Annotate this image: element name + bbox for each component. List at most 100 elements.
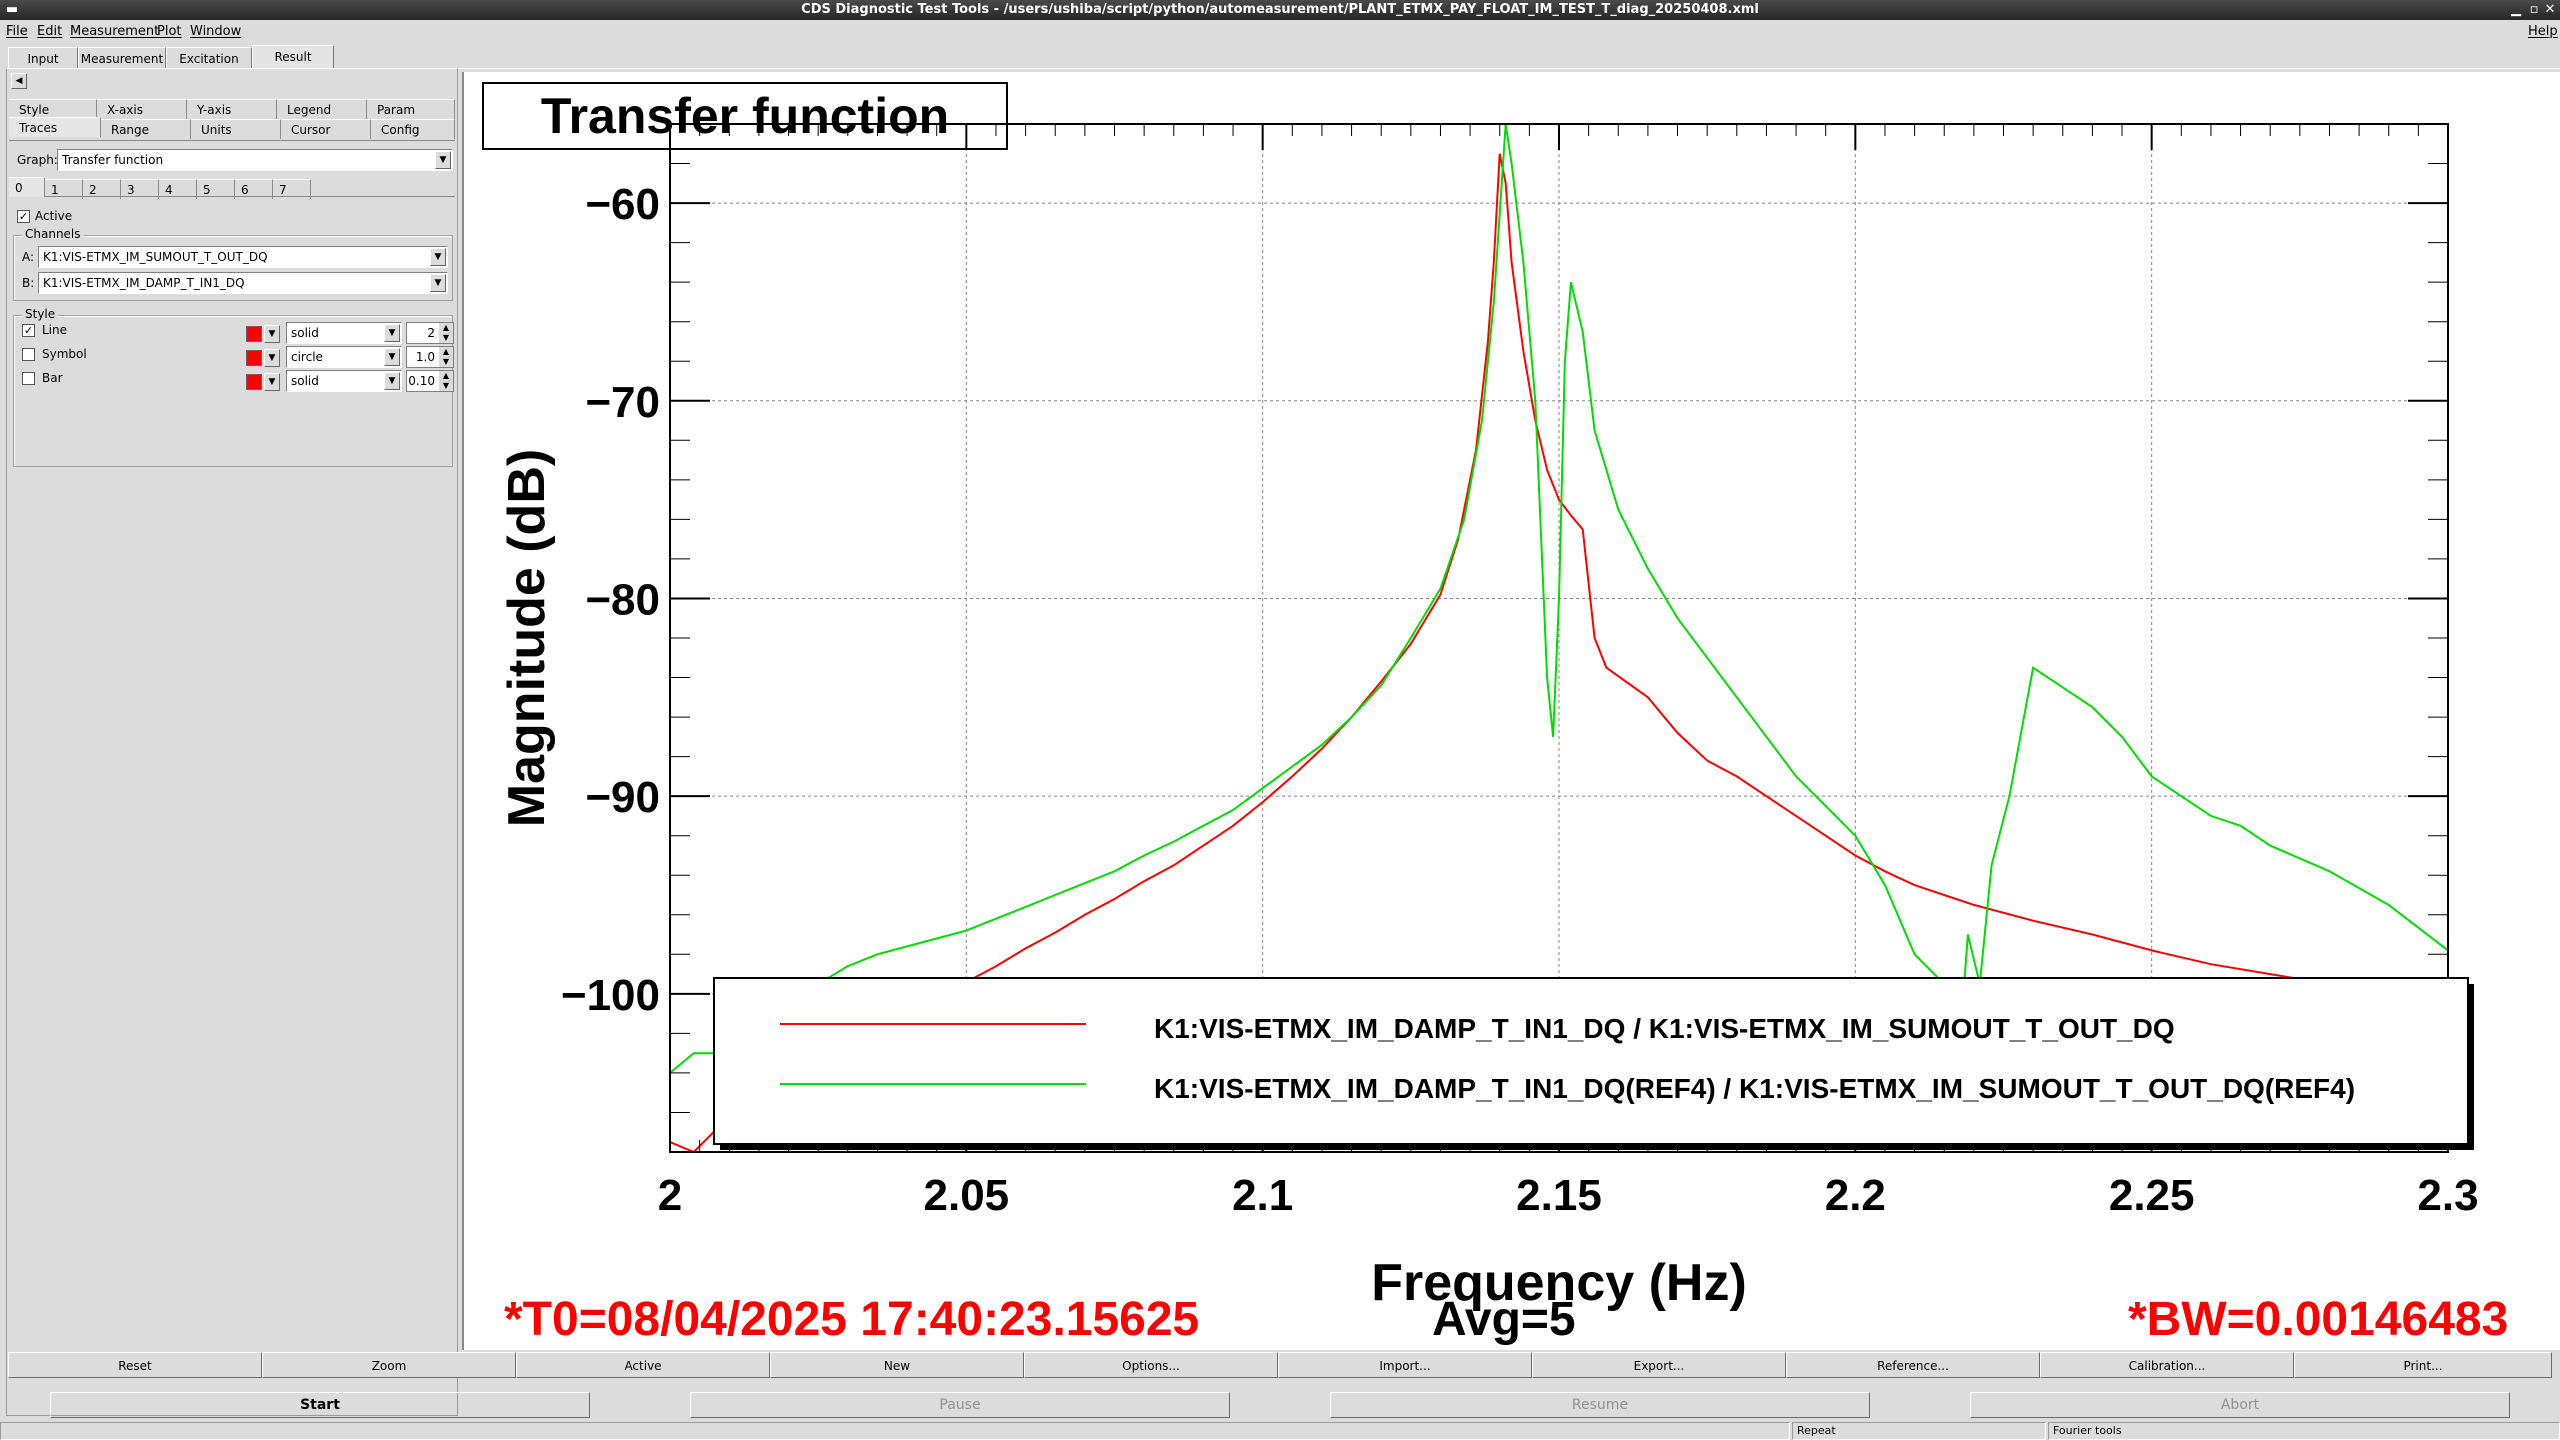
tab-traces[interactable]: Traces — [9, 117, 101, 137]
chevron-down-icon[interactable]: ▼ — [384, 348, 400, 366]
bar-size-spinner[interactable]: 0.10 ▲ ▼ — [406, 370, 454, 392]
tab-cursor[interactable]: Cursor — [281, 119, 371, 139]
spin-down-icon[interactable]: ▼ — [439, 333, 453, 343]
chevron-down-icon[interactable]: ▼ — [384, 372, 400, 390]
calibration-button[interactable]: Calibration... — [2040, 1352, 2294, 1378]
pause-button[interactable]: Pause — [690, 1392, 1230, 1418]
channel-b-select[interactable]: K1:VIS-ETMX_IM_DAMP_T_IN1_DQ ▼ — [38, 272, 448, 294]
line-color-swatch[interactable] — [246, 326, 262, 342]
plot-title: Transfer function — [482, 82, 1008, 150]
chevron-down-icon[interactable]: ▼ — [384, 324, 400, 342]
menu-file[interactable]: File — [6, 24, 28, 39]
tab-config[interactable]: Config — [371, 119, 455, 139]
trace-tab-4[interactable]: 4 — [159, 179, 197, 199]
y-tick-label: −60 — [585, 180, 660, 229]
spin-down-icon[interactable]: ▼ — [439, 381, 453, 391]
style-group-label: Style — [22, 307, 59, 321]
menu-edit[interactable]: Edit — [37, 24, 63, 39]
spin-up-icon[interactable]: ▲ — [439, 347, 453, 357]
graph-select-value: Transfer function — [62, 153, 164, 167]
trace-tab-0[interactable]: 0 — [9, 177, 45, 197]
legend-label-0: K1:VIS-ETMX_IM_DAMP_T_IN1_DQ / K1:VIS-ET… — [1154, 1013, 2175, 1044]
line-width-spinner[interactable]: 2 ▲ ▼ — [406, 322, 454, 344]
new-button[interactable]: New — [770, 1352, 1024, 1378]
bar-checkbox[interactable] — [22, 372, 35, 385]
chevron-down-icon[interactable]: ▼ — [264, 373, 280, 391]
options-button[interactable]: Options... — [1024, 1352, 1278, 1378]
window-menu-icon[interactable]: ▬ — [5, 2, 19, 17]
menu-window[interactable]: Window — [190, 24, 242, 39]
line-checkbox[interactable]: ✓ — [22, 324, 35, 337]
resume-button[interactable]: Resume — [1330, 1392, 1870, 1418]
maximize-icon[interactable]: ▫ — [2529, 2, 2539, 17]
tab-input[interactable]: Input — [8, 47, 78, 69]
channel-b-label: B: — [22, 276, 35, 290]
tab-measurement[interactable]: Measurement — [78, 47, 166, 69]
abort-button[interactable]: Abort — [1970, 1392, 2510, 1418]
chevron-down-icon[interactable]: ▼ — [264, 349, 280, 367]
trace-tab-6[interactable]: 6 — [235, 179, 273, 199]
chevron-down-icon[interactable]: ▼ — [430, 274, 446, 292]
chevron-down-icon[interactable]: ▼ — [435, 151, 451, 169]
symbol-checkbox[interactable] — [22, 348, 35, 361]
symbol-type-value: circle — [291, 350, 323, 364]
plot-panel[interactable]: Transfer function 2 2.05 2.1 2.15 2.2 2.25 2.3… — [462, 72, 2560, 1350]
x-tick-label: 2.25 — [2109, 1171, 2195, 1220]
collapse-arrow-icon[interactable]: ◀ — [11, 73, 27, 89]
menu-measurement[interactable]: Measurement — [70, 24, 160, 39]
spin-down-icon[interactable]: ▼ — [439, 357, 453, 367]
spin-up-icon[interactable]: ▲ — [439, 323, 453, 333]
symbol-size-spinner[interactable]: 1.0 ▲ ▼ — [406, 346, 454, 368]
line-width-value: 2 — [427, 326, 435, 340]
settings-tabs: Style X-axis Y-axis Legend Param Traces … — [9, 99, 455, 141]
trace-tab-5[interactable]: 5 — [197, 179, 235, 199]
reset-button[interactable]: Reset — [8, 1352, 262, 1378]
tab-legend[interactable]: Legend — [277, 99, 367, 119]
symbol-size-value: 1.0 — [415, 350, 435, 364]
active-checkbox[interactable]: ✓ — [17, 210, 30, 223]
tab-x-axis[interactable]: X-axis — [97, 99, 187, 119]
zoom-button[interactable]: Zoom — [262, 1352, 516, 1378]
bar-color-swatch[interactable] — [246, 374, 262, 390]
tab-units[interactable]: Units — [191, 119, 281, 139]
window-title: CDS Diagnostic Test Tools - /users/ushib… — [801, 2, 1759, 17]
chevron-down-icon[interactable]: ▼ — [430, 248, 446, 266]
symbol-type-select[interactable]: circle ▼ — [286, 346, 402, 368]
trace-tab-2[interactable]: 2 — [83, 179, 121, 199]
active-button[interactable]: Active — [516, 1352, 770, 1378]
tick-labels: 2 2.05 2.1 2.15 2.2 2.25 2.3 −60 −70 −80 −90 −100 — [561, 180, 2479, 1220]
series-line-1 — [670, 124, 2448, 1074]
tab-style[interactable]: Style — [9, 99, 97, 119]
reference-button[interactable]: Reference... — [1786, 1352, 2040, 1378]
status-main — [0, 1422, 1790, 1440]
tab-param[interactable]: Param — [367, 99, 455, 119]
menu-plot[interactable]: Plot — [157, 24, 182, 39]
bw-label: *BW=0.00146483 — [2128, 1293, 2509, 1346]
import-button[interactable]: Import... — [1278, 1352, 1532, 1378]
tab-result[interactable]: Result — [252, 45, 334, 69]
tab-y-axis[interactable]: Y-axis — [187, 99, 277, 119]
minimize-icon[interactable]: ▁ — [2511, 2, 2521, 17]
trace-tab-3[interactable]: 3 — [121, 179, 159, 199]
channel-a-label: A: — [22, 250, 35, 264]
channel-a-select[interactable]: K1:VIS-ETMX_IM_SUMOUT_T_OUT_DQ ▼ — [38, 246, 448, 268]
menu-help[interactable]: Help — [2528, 24, 2558, 39]
x-tick-label: 2.3 — [2417, 1171, 2478, 1220]
line-type-select[interactable]: solid ▼ — [286, 322, 402, 344]
bar-type-select[interactable]: solid ▼ — [286, 370, 402, 392]
export-button[interactable]: Export... — [1532, 1352, 1786, 1378]
close-icon[interactable]: ✕ — [2544, 2, 2556, 17]
symbol-color-swatch[interactable] — [246, 350, 262, 366]
trace-tab-7[interactable]: 7 — [273, 179, 311, 199]
tab-excitation[interactable]: Excitation — [166, 47, 252, 69]
chevron-down-icon[interactable]: ▼ — [264, 325, 280, 343]
y-tick-label: −70 — [585, 378, 660, 427]
trace-tab-1[interactable]: 1 — [45, 179, 83, 199]
spin-up-icon[interactable]: ▲ — [439, 371, 453, 381]
tab-range[interactable]: Range — [101, 119, 191, 139]
start-button[interactable]: Start — [50, 1392, 590, 1418]
transfer-function-chart[interactable]: 2 2.05 2.1 2.15 2.2 2.25 2.3 −60 −70 −80 −90 −100 M… — [464, 72, 2560, 1350]
print-button[interactable]: Print... — [2294, 1352, 2552, 1378]
line-label: Line — [42, 323, 68, 337]
graph-select[interactable]: Transfer function ▼ — [57, 149, 453, 171]
